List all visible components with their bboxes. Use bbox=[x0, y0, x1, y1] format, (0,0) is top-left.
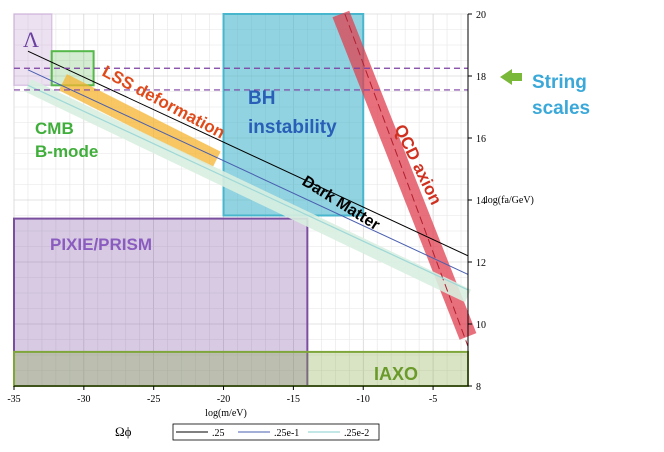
arrow-left-icon bbox=[500, 69, 522, 85]
region-label-cmb: CMB bbox=[35, 119, 74, 138]
hlines bbox=[14, 67, 468, 91]
dark-matter-band bbox=[24, 78, 472, 303]
x-axis-label: log(m/eV) bbox=[205, 408, 247, 419]
band-centre-line bbox=[344, 13, 469, 347]
legend: Ωϕ .25 .25e-1 .25e-2 bbox=[115, 423, 380, 441]
legend-title: Ωϕ bbox=[115, 424, 132, 439]
y-tick-label: 14 bbox=[476, 196, 486, 207]
series-line-1 bbox=[27, 69, 469, 275]
x-tick-label: -10 bbox=[357, 394, 370, 405]
legend-entry-1: .25e-1 bbox=[274, 428, 299, 439]
bands bbox=[24, 10, 477, 347]
x-tick-label: -25 bbox=[147, 394, 160, 405]
x-tick-label: -20 bbox=[217, 394, 230, 405]
y-tick-label: 18 bbox=[476, 72, 486, 83]
y-tick-label: 8 bbox=[476, 382, 481, 393]
region-2 bbox=[222, 13, 365, 217]
region-label-pixie: PIXIE/PRISM bbox=[50, 235, 152, 254]
x-tick-label: -35 bbox=[7, 394, 20, 405]
legend-box bbox=[172, 423, 380, 441]
y-axis-label: log(fa/GeV) bbox=[485, 195, 534, 206]
y-tick-label: 12 bbox=[476, 258, 486, 269]
y-tick-label: 10 bbox=[476, 320, 486, 331]
region-0 bbox=[13, 13, 53, 87]
x-tick-label: -30 bbox=[77, 394, 90, 405]
region-label-bh: BH bbox=[248, 88, 275, 109]
series bbox=[27, 50, 469, 291]
x-tick-label: -15 bbox=[287, 394, 300, 405]
x-tick-label: -5 bbox=[429, 394, 437, 405]
region-label-instability: instability bbox=[248, 117, 337, 138]
series-line-0 bbox=[27, 50, 469, 257]
y-ticks: 8 10 12 14 16 18 20 bbox=[468, 10, 486, 393]
legend-entry-2: .25e-2 bbox=[344, 428, 369, 439]
region-label-bmode: B-mode bbox=[35, 142, 98, 161]
region-label-iaxo: IAXO bbox=[374, 364, 418, 384]
region-label-lambda: Λ bbox=[23, 27, 39, 52]
annotation-string: String bbox=[532, 72, 587, 93]
y-tick-label: 16 bbox=[476, 134, 486, 145]
region-4 bbox=[13, 350, 469, 387]
annotation-scales: scales bbox=[532, 98, 590, 119]
band-0 bbox=[58, 74, 221, 168]
region-3 bbox=[13, 217, 309, 387]
regions bbox=[13, 13, 469, 387]
series-line-2 bbox=[27, 84, 469, 291]
y-tick-label: 20 bbox=[476, 10, 486, 21]
x-ticks: -35 -30 -25 -20 -15 -10 -5 bbox=[7, 386, 437, 405]
legend-entry-0: .25 bbox=[212, 428, 225, 439]
